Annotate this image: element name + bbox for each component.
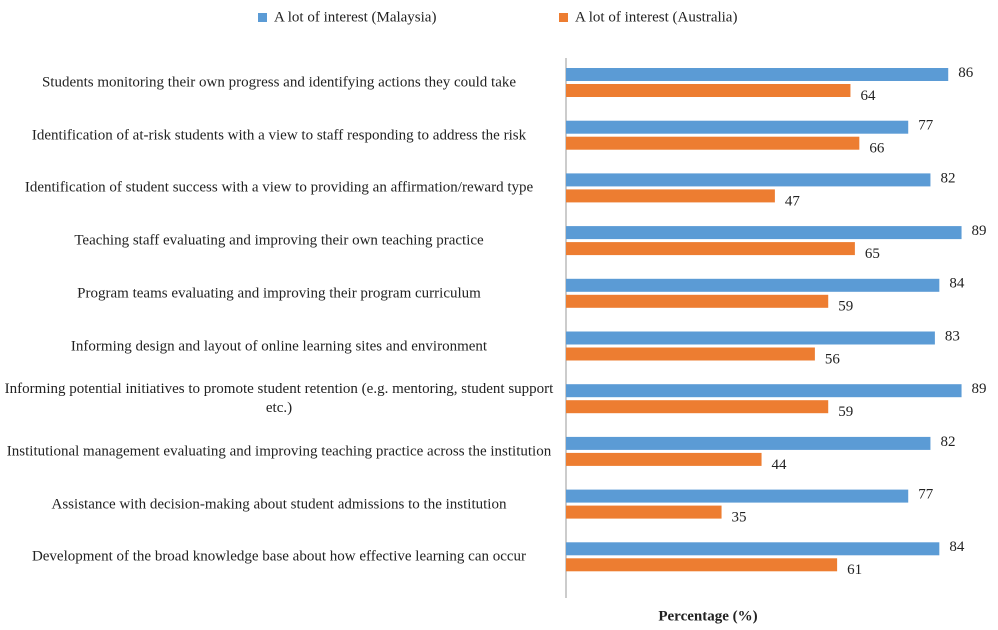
value-label: 77 [918,118,934,134]
value-label: 82 [940,170,955,186]
value-label: 59 [838,404,853,420]
bar [566,120,909,134]
category-label: Students monitoring their own progress a… [41,74,517,91]
value-label: 44 [772,457,788,473]
bar [566,84,851,97]
bar [566,189,775,203]
value-label: 56 [825,351,841,367]
bar [566,452,762,466]
bar [566,384,962,398]
legend-label: A lot of interest (Australia) [575,9,737,25]
bar [566,400,829,414]
value-label: 86 [958,65,974,81]
bar [566,542,940,556]
bar [566,242,855,256]
value-label: 61 [847,562,862,578]
category-label: Informing potential initiatives to promo… [4,381,554,417]
bar [566,136,860,150]
value-label: 65 [865,246,880,262]
category-label: Informing design and layout of online le… [70,338,488,354]
category-label: Development of the broad knowledge base … [31,548,527,565]
category-label: Identification of student success with a… [24,179,534,196]
value-label: 83 [945,328,960,344]
category-label: Assistance with decision-making about st… [51,496,507,513]
category-label: Teaching staff evaluating and improving … [74,232,484,249]
value-label: 66 [869,141,885,157]
value-label: 89 [972,381,987,397]
bar [566,226,962,240]
bar [566,489,909,503]
value-label: 82 [940,434,955,450]
bar [566,558,838,572]
x-axis-title: Percentage (%) [658,608,757,624]
value-label: 64 [860,88,876,104]
value-label: 59 [838,299,853,315]
legend-label: A lot of interest (Malaysia) [274,9,436,25]
legend-swatch [559,13,568,22]
bar [566,347,815,361]
value-label: 77 [918,487,934,503]
value-label: 89 [972,223,987,239]
bar [566,68,949,81]
value-label: 35 [732,510,747,526]
category-label: Identification of at-risk students with … [31,127,527,144]
bar [566,436,931,450]
value-label: 47 [785,193,801,209]
category-label: Program teams evaluating and improving t… [77,285,481,302]
legend-swatch [258,13,267,22]
bar [566,331,935,345]
bar [566,173,931,187]
category-label: Institutional management evaluating and … [6,443,552,460]
bar [566,294,829,308]
bar [566,278,940,292]
value-label: 84 [949,276,965,292]
bar [566,505,722,519]
value-label: 84 [949,539,965,555]
